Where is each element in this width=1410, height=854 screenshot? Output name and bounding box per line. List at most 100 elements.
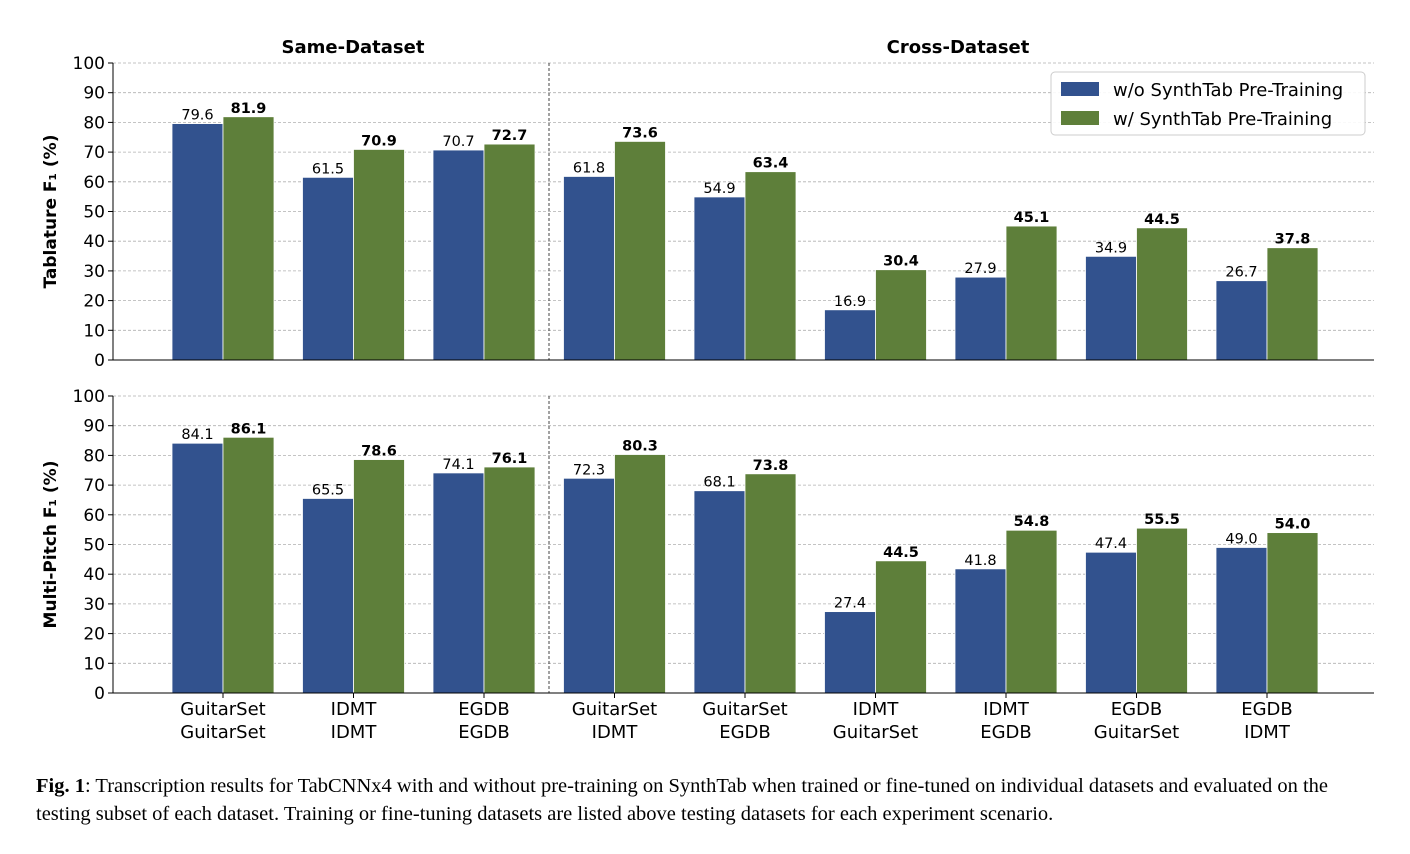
- data-label: 73.8: [753, 458, 789, 474]
- figure-caption: Fig. 1: Transcription results for TabCNN…: [36, 772, 1386, 828]
- data-label: 34.9: [1095, 240, 1127, 256]
- x-tick-label-train: IDMT: [331, 699, 378, 720]
- data-label: 80.3: [622, 439, 658, 455]
- y-tick-label: 40: [83, 232, 105, 252]
- data-label: 70.7: [442, 134, 474, 150]
- x-tick-label-test: IDMT: [331, 722, 378, 743]
- bar-with-pretraining: [483, 143, 536, 361]
- y-tick-label: 50: [83, 203, 105, 223]
- x-tick-label-train: EGDB: [458, 699, 510, 720]
- data-label: 26.7: [1225, 265, 1257, 281]
- data-label: 61.5: [312, 161, 344, 177]
- bar-with-pretraining: [1005, 529, 1058, 694]
- data-label: 76.1: [492, 451, 528, 467]
- y-tick-label: 80: [83, 113, 105, 133]
- data-label: 54.8: [1014, 514, 1050, 530]
- data-label: 44.5: [1144, 212, 1180, 228]
- bar-without-pretraining: [954, 276, 1007, 361]
- legend-box: [1050, 71, 1366, 136]
- bar-without-pretraining: [563, 176, 615, 361]
- x-tick-label-train: GuitarSet: [702, 699, 787, 720]
- bar-with-pretraining: [1266, 247, 1319, 361]
- bar-with-pretraining: [353, 149, 405, 361]
- bar-without-pretraining: [1085, 551, 1137, 694]
- group-title-same: Same-Dataset: [282, 37, 425, 58]
- legend-label-without: w/o SynthTab Pre-Training: [1113, 80, 1343, 101]
- y-tick-label: 70: [83, 143, 105, 163]
- bar-with-pretraining: [1136, 227, 1188, 361]
- data-label: 54.9: [703, 181, 735, 197]
- y-tick-label: 100: [73, 54, 105, 74]
- x-tick-label-train: IDMT: [853, 699, 900, 720]
- bar-without-pretraining: [693, 490, 746, 694]
- x-tick-label-test: EGDB: [458, 722, 510, 743]
- bar-without-pretraining: [954, 568, 1007, 694]
- y-tick-label: 40: [83, 565, 105, 585]
- data-label: 41.8: [964, 553, 996, 569]
- bar-with-pretraining: [614, 454, 666, 694]
- x-tick-label-test: IDMT: [592, 722, 639, 743]
- bar-without-pretraining: [302, 498, 354, 694]
- data-label: 49.0: [1225, 531, 1257, 547]
- data-label: 79.6: [181, 108, 213, 124]
- bar-with-pretraining: [1136, 527, 1188, 694]
- data-label: 44.5: [883, 545, 919, 561]
- bar-without-pretraining: [171, 123, 224, 361]
- x-tick-label-test: GuitarSet: [180, 722, 265, 743]
- group-title-cross: Cross-Dataset: [887, 37, 1030, 58]
- bar-without-pretraining: [824, 611, 876, 694]
- bar-with-pretraining: [875, 560, 927, 694]
- bar-with-pretraining: [1005, 225, 1058, 361]
- data-label: 86.1: [231, 421, 267, 437]
- data-label: 37.8: [1275, 232, 1311, 248]
- x-tick-label-train: GuitarSet: [572, 699, 657, 720]
- legend-swatch-without: [1061, 82, 1099, 96]
- data-label: 84.1: [181, 427, 213, 443]
- y-tick-label: 90: [83, 417, 105, 437]
- x-tick-label-test: GuitarSet: [1094, 722, 1179, 743]
- y-tick-label: 90: [83, 84, 105, 104]
- y-tick-label: 30: [83, 595, 105, 615]
- data-label: 16.9: [834, 294, 866, 310]
- bar-without-pretraining: [302, 176, 354, 361]
- y-tick-label: 20: [83, 292, 105, 312]
- y-axis-label: Tablature F₁ (%): [41, 135, 61, 289]
- y-tick-label: 70: [83, 476, 105, 496]
- y-tick-label: 50: [83, 536, 105, 556]
- bar-with-pretraining: [1266, 532, 1319, 694]
- data-label: 73.6: [622, 125, 658, 141]
- x-tick-label-test: GuitarSet: [833, 722, 918, 743]
- data-label: 63.4: [753, 156, 789, 172]
- bar-without-pretraining: [1215, 280, 1268, 361]
- bar-without-pretraining: [693, 196, 746, 361]
- bar-without-pretraining: [563, 477, 615, 694]
- caption-text: : Transcription results for TabCNNx4 wit…: [36, 775, 1328, 825]
- y-tick-label: 30: [83, 262, 105, 282]
- bar-with-pretraining: [614, 141, 666, 361]
- data-label: 68.1: [703, 475, 735, 491]
- y-tick-label: 20: [83, 625, 105, 645]
- bar-without-pretraining: [171, 442, 224, 694]
- bar-with-pretraining: [353, 459, 405, 694]
- bar-chart: 010203040506070809010079.661.570.761.854…: [41, 37, 1374, 743]
- x-tick-label-train: IDMT: [983, 699, 1030, 720]
- bar-with-pretraining: [483, 466, 536, 694]
- y-axis-label: Multi-Pitch F₁ (%): [41, 461, 61, 629]
- y-tick-label: 0: [94, 351, 105, 371]
- bar-with-pretraining: [222, 116, 275, 361]
- y-tick-label: 60: [83, 173, 105, 193]
- data-label: 45.1: [1014, 210, 1050, 226]
- bar-without-pretraining: [432, 149, 485, 361]
- bar-with-pretraining: [744, 171, 797, 361]
- data-label: 30.4: [883, 254, 919, 270]
- x-tick-label-train: GuitarSet: [180, 699, 265, 720]
- bar-with-pretraining: [875, 269, 927, 361]
- y-tick-label: 80: [83, 446, 105, 466]
- legend-label-with: w/ SynthTab Pre-Training: [1113, 109, 1332, 130]
- data-label: 27.4: [834, 596, 866, 612]
- data-label: 47.4: [1095, 536, 1127, 552]
- x-tick-label-train: EGDB: [1111, 699, 1163, 720]
- y-tick-label: 10: [83, 321, 105, 341]
- bar-with-pretraining: [744, 473, 797, 694]
- data-label: 72.7: [492, 128, 528, 144]
